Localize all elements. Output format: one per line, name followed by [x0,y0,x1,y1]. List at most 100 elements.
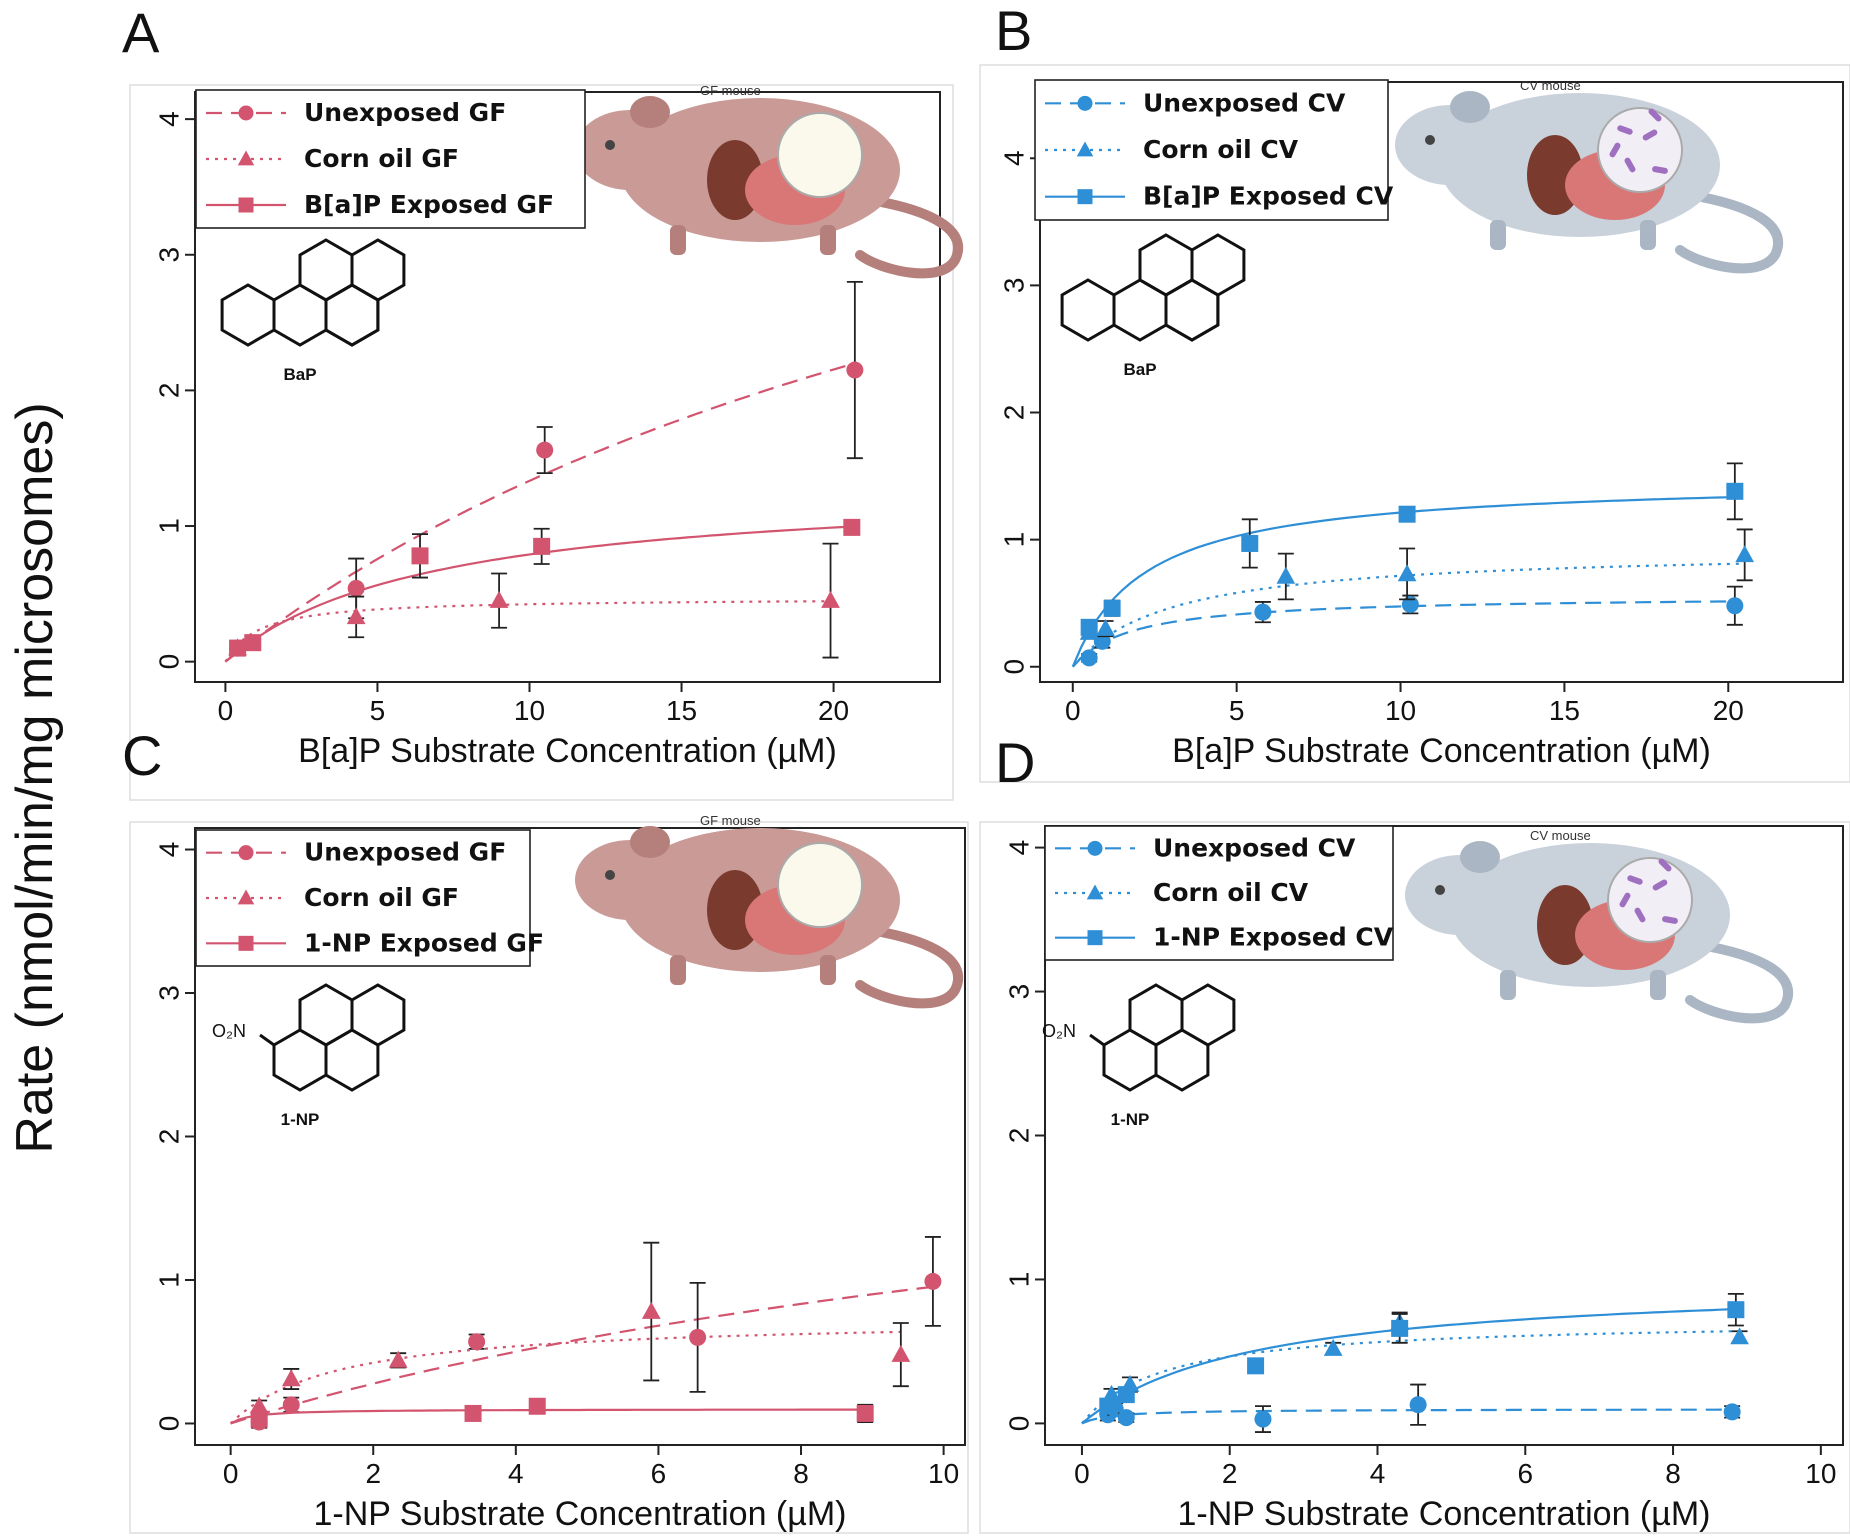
data-point [411,547,429,565]
data-point [1723,1403,1741,1421]
x-tick-label: 0 [218,695,234,726]
bacteria-icon [1619,892,1631,908]
fit-curve [1081,1330,1740,1425]
fit-curve [224,600,831,663]
series-triangle [1071,528,1755,668]
panel-frame [129,84,954,801]
legend-marker [238,105,254,121]
legend-label: B[a]P Exposed GF [304,190,554,219]
fit-curve [230,1408,866,1425]
panel-frame [979,64,1850,783]
legend: Unexposed GF Corn oil GF 1-NP Exposed GF [195,829,544,967]
mouse-tail [855,925,964,1009]
mouse-head [575,110,685,190]
data-point [1726,482,1744,500]
x-tick-label: 15 [666,695,697,726]
bacteria-icon [1624,157,1636,173]
data-point [533,537,551,555]
data-point [856,1404,874,1422]
legend-label: 1-NP Exposed CV [1153,923,1394,952]
x-tick-label: 5 [1229,695,1245,726]
mouse-label: GF mouse [700,813,761,828]
y-tick-label: 2 [154,383,185,399]
molecule-structure: BaP [220,238,406,384]
mouse-eye [605,140,615,150]
mouse-ear [630,96,670,128]
mouse-leg [820,955,836,985]
data-point [1735,545,1755,563]
x-tick-label: 10 [514,695,545,726]
legend-marker [1077,95,1093,111]
y-tick-label: 0 [154,654,185,670]
molecule-structure: 1-NP O₂N [212,983,406,1129]
fit-curve [230,1285,934,1425]
data-point [528,1397,546,1415]
data-point [464,1404,482,1422]
data-point [489,590,509,608]
bacteria-icon [1634,907,1646,923]
data-point [924,1272,942,1290]
data-point [1727,1301,1745,1319]
x-axis-label: 1-NP Substrate Concentration (µM) [1178,1495,1711,1533]
x-tick-label: 10 [1805,1458,1836,1489]
mouse-illustration: GF mouse [575,83,964,279]
y-tick-label: 4 [1004,840,1035,856]
microbiome-circle [1597,107,1683,193]
mouse-illustration: CV mouse [1405,828,1794,1024]
mouse-leg [670,955,686,985]
data-point [536,441,554,459]
series-circle [230,1236,942,1431]
data-point [346,607,366,625]
ring-bond [1154,1028,1210,1092]
x-tick-label: 20 [818,695,849,726]
legend-marker [238,935,254,951]
legend-label: Corn oil GF [304,883,459,912]
legend-label: 1-NP Exposed GF [304,928,544,957]
legend-marker [1077,189,1093,205]
mouse-ear [1450,91,1490,123]
data-point [1276,566,1296,584]
legend-label: Corn oil CV [1143,135,1299,164]
legend-marker [237,889,255,905]
bacteria-icon [1617,125,1633,135]
fit-curve [1072,600,1735,668]
legend-marker [1086,884,1104,900]
data-point [249,1396,269,1414]
x-tick-label: 6 [651,1458,667,1489]
bacteria-icon [1658,858,1672,872]
y-tick-label: 1 [1004,1272,1035,1288]
bacteria-icon [1648,108,1662,122]
compound-label: BaP [1123,360,1156,379]
mouse-label: CV mouse [1520,78,1581,93]
mouse-leg [670,225,686,255]
series-square [224,518,861,663]
plot-area [1039,81,1844,683]
nitro-bond [1089,1033,1105,1047]
data-point [1117,1409,1135,1427]
x-tick-label: 8 [1665,1458,1681,1489]
series-square [1071,462,1744,668]
y-tick-label: 3 [999,278,1030,294]
x-tick-label: 10 [928,1458,959,1489]
data-point [689,1328,707,1346]
x-tick-label: 4 [508,1458,524,1489]
mouse-leg [1640,220,1656,250]
ring-bond [1164,278,1220,342]
data-point [1103,599,1121,617]
data-point [1391,1319,1409,1337]
legend-marker [1076,141,1094,157]
mouse-leg [1650,970,1666,1000]
mouse-tail [1675,190,1784,274]
data-point [281,1369,301,1387]
x-tick-label: 4 [1370,1458,1386,1489]
panel-frame [979,821,1850,1534]
series-square [1081,1292,1745,1425]
x-tick-label: 5 [370,695,386,726]
data-point [1398,505,1416,523]
y-tick-label: 2 [1004,1128,1035,1144]
data-point [468,1333,486,1351]
substituent-label: O₂N [1042,1021,1076,1041]
mouse-head [575,840,685,920]
legend: Unexposed GF Corn oil GF B[a]P Exposed GF [195,89,586,229]
data-point [1726,597,1744,615]
